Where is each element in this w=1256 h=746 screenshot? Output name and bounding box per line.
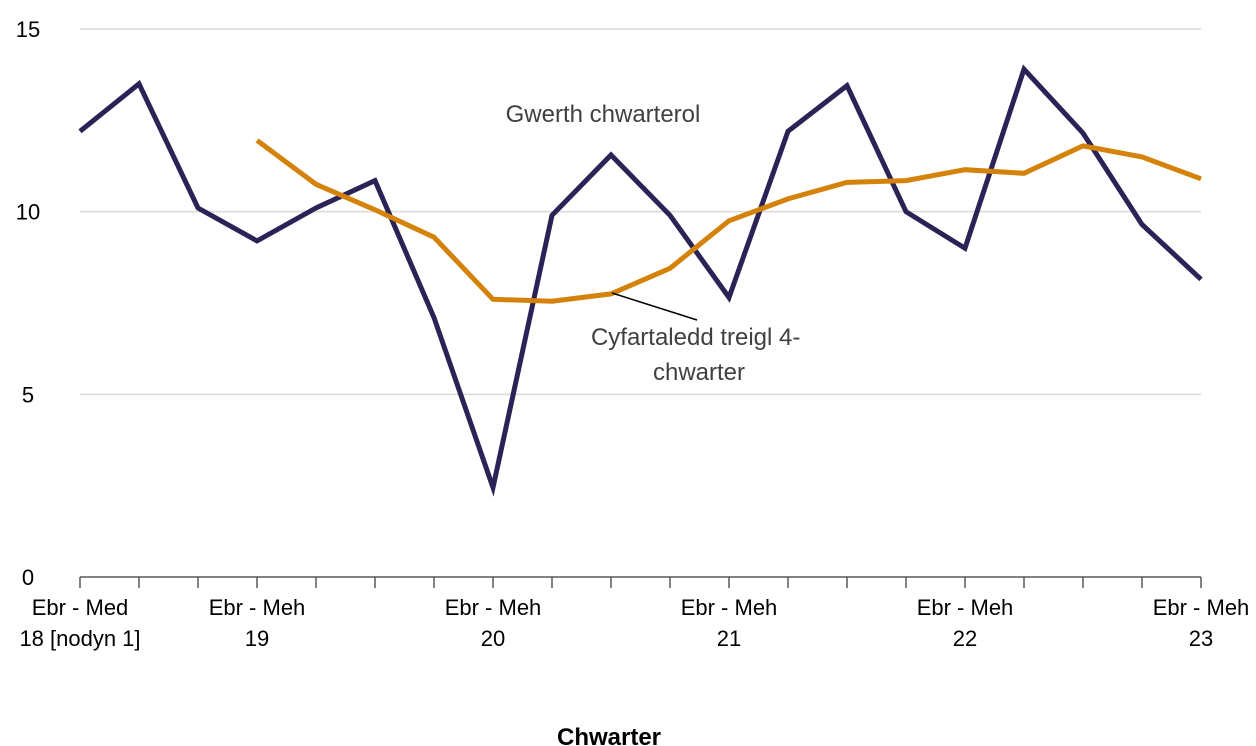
x-axis-title: Chwarter xyxy=(557,724,661,746)
x-tick-label: Ebr - Meh 23 xyxy=(1153,595,1250,651)
x-tick-label: Ebr - Meh 21 xyxy=(681,595,778,651)
x-tick-label: Ebr - Meh 19 xyxy=(209,595,306,651)
annotation-quarterly-value: Gwerth chwarterol xyxy=(506,101,701,128)
x-tick-label: Ebr - Med 18 [nodyn 1] xyxy=(19,595,140,651)
y-tick-label: 15 xyxy=(16,17,40,42)
series-lines xyxy=(78,64,1203,497)
y-tick-label: 10 xyxy=(16,200,40,225)
x-tick-label: Ebr - Meh 20 xyxy=(445,595,542,651)
x-axis-tick-labels: Ebr - Med 18 [nodyn 1] Ebr - Meh 19 Ebr - Me… xyxy=(19,595,1249,651)
series-line-rolling-average xyxy=(255,138,1202,304)
annotation-rolling-average: Cyfartaledd treigl 4- chwarter xyxy=(591,324,807,386)
y-tick-label: 5 xyxy=(22,382,34,407)
y-axis-tick-labels: 0 5 10 15 xyxy=(16,17,40,590)
annotation-leader-line xyxy=(611,292,698,321)
series-line-quarterly-value xyxy=(78,64,1203,497)
y-tick-label: 0 xyxy=(22,565,34,590)
x-tick-label: Ebr - Meh 22 xyxy=(917,595,1014,651)
gridlines xyxy=(80,28,1201,396)
x-axis xyxy=(79,576,1202,588)
